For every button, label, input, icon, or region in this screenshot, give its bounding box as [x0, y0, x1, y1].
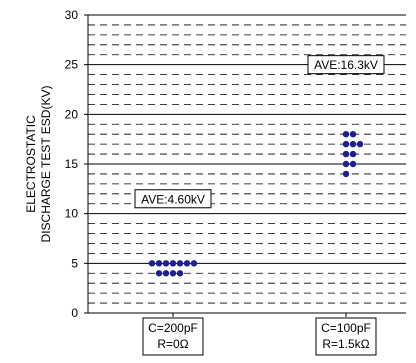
- annotation-text: AVE:4.60kV: [141, 192, 205, 206]
- annotation-text: AVE:16.3kV: [314, 58, 378, 72]
- category-box: [315, 317, 377, 356]
- data-point: [162, 270, 170, 277]
- data-point: [342, 150, 350, 158]
- data-point: [183, 260, 191, 267]
- y-axis-label: ELECTROSTATIC DISCHARGE TEST ESD(KV): [24, 86, 53, 243]
- data-point: [148, 260, 156, 267]
- average-annotation: AVE:4.60kV: [134, 189, 212, 209]
- average-annotation: AVE:16.3kV: [307, 55, 385, 75]
- data-point: [342, 131, 350, 138]
- data-point: [169, 260, 177, 267]
- data-point: [155, 270, 163, 277]
- data-point: [349, 160, 357, 168]
- data-point: [349, 150, 357, 158]
- category-label: C=200pF R=0Ω: [142, 317, 204, 356]
- data-point: [169, 270, 177, 277]
- data-point: [349, 140, 357, 148]
- y-axis-label-line-2: DISCHARGE TEST ESD(KV): [39, 86, 53, 243]
- category-label-line: R=1.5kΩ: [322, 337, 369, 351]
- data-point: [190, 260, 198, 267]
- annotation-layer: AVE:16.3kV AVE:4.60kV: [134, 55, 385, 209]
- y-tick-label: 10: [65, 207, 79, 221]
- y-axis-label-line-1: ELECTROSTATIC: [24, 115, 38, 213]
- data-point: [342, 170, 350, 178]
- data-point: [176, 260, 184, 267]
- data-point: [349, 131, 357, 138]
- y-tick-label: 20: [65, 107, 79, 121]
- y-tick-layer: 0 5 10 15 20 25 30: [65, 8, 347, 320]
- category-label: C=100pF R=1.5kΩ: [315, 317, 377, 356]
- data-point: [342, 160, 350, 168]
- annotation-box: [307, 55, 385, 75]
- category-box: [142, 317, 204, 356]
- category-label-line: C=200pF: [148, 321, 198, 335]
- data-point: [155, 260, 163, 267]
- data-point: [176, 270, 184, 277]
- grid-layer: [88, 14, 406, 304]
- y-tick-label: 25: [65, 58, 79, 72]
- category-layer: C=200pF R=0Ω C=100pF R=1.5kΩ: [142, 317, 377, 356]
- y-tick-label: 15: [65, 157, 79, 171]
- category-label-line: R=0Ω: [157, 337, 188, 351]
- y-tick-label: 5: [71, 256, 78, 270]
- data-point: [162, 260, 170, 267]
- data-points: [148, 131, 364, 277]
- annotation-box: [134, 189, 212, 209]
- y-tick-label: 0: [71, 306, 78, 320]
- y-tick-label: 30: [65, 8, 79, 22]
- data-point: [342, 140, 350, 148]
- category-label-line: C=100pF: [321, 321, 371, 335]
- data-point: [356, 140, 364, 148]
